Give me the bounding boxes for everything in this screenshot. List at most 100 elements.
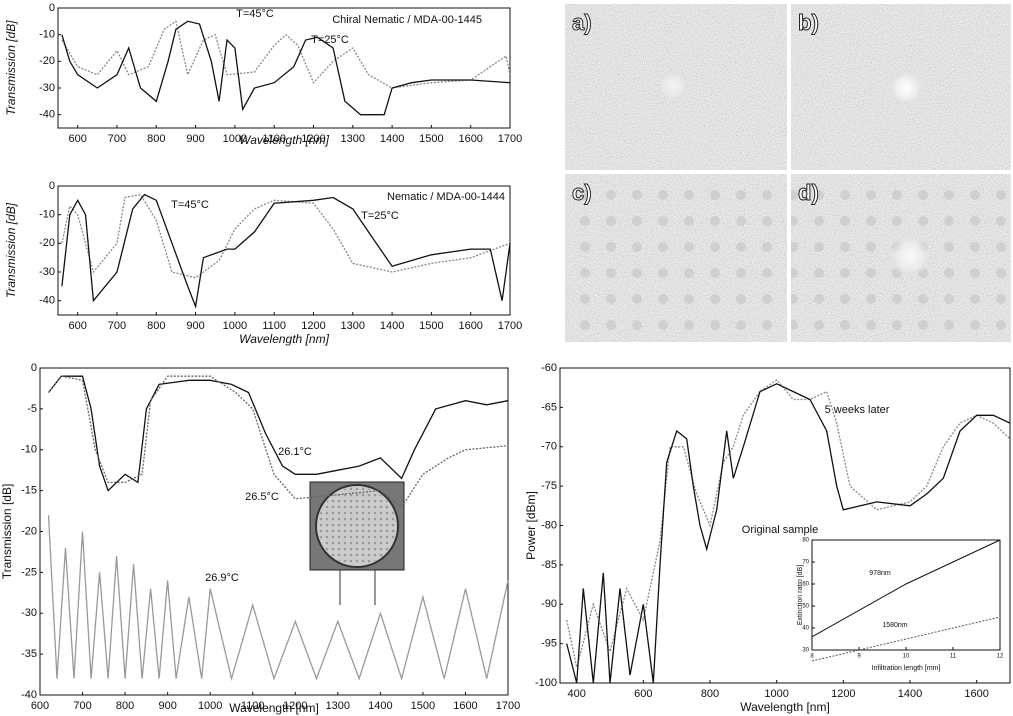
y-tick-label: -40 <box>39 295 55 307</box>
series-line <box>47 375 509 508</box>
x-tick-label: 1200 <box>301 133 325 145</box>
x-tick-label: 1500 <box>411 700 435 712</box>
x-tick-label: 1300 <box>341 320 365 332</box>
y-tick-label: -90 <box>541 598 557 610</box>
panel-label: b) <box>798 10 819 35</box>
x-tick-label: 1000 <box>223 320 247 332</box>
x-axis-label: Wavelength [nm] <box>239 133 329 147</box>
x-tick-label: 1000 <box>764 688 788 700</box>
series-label: 978nm <box>869 570 891 577</box>
series-label: T=45°C <box>236 8 274 20</box>
y-tick-label: 0 <box>49 180 55 192</box>
y-tick-label: 50 <box>802 604 809 610</box>
x-tick-label: 1400 <box>380 133 404 145</box>
x-tick-label: 1500 <box>419 320 443 332</box>
y-tick-label: -60 <box>541 362 557 374</box>
y-tick-label: -10 <box>39 209 55 221</box>
y-axis-label: Transmission [dB] <box>4 20 18 116</box>
x-tick-label: 1700 <box>498 320 522 332</box>
light-spot <box>888 234 932 278</box>
y-tick-label: 0 <box>31 362 37 374</box>
y-tick-label: -70 <box>541 441 557 453</box>
x-tick-label: 10 <box>903 654 910 660</box>
y-tick-label: -85 <box>541 559 557 571</box>
x-tick-label: 1400 <box>368 700 392 712</box>
series-line <box>566 378 1011 668</box>
series-line <box>47 515 509 682</box>
x-tick-label: 1200 <box>301 320 325 332</box>
x-tick-label: 800 <box>116 700 134 712</box>
x-tick-label: 1600 <box>458 320 482 332</box>
series-label: T=25°C <box>361 210 399 222</box>
x-axis-label: Infiltration length [mm] <box>872 665 941 672</box>
series-line <box>811 616 1001 662</box>
x-tick-label: 1600 <box>458 133 482 145</box>
x-tick-label: 1000 <box>198 700 222 712</box>
light-spot <box>657 70 689 102</box>
y-tick-label: -100 <box>535 677 557 689</box>
hole-lattice <box>565 174 787 342</box>
plot-frame <box>57 185 511 316</box>
x-tick-label: 9 <box>857 654 861 660</box>
x-tick-label: 1500 <box>419 133 443 145</box>
fiber-inset <box>309 481 405 605</box>
x-tick-label: 1100 <box>262 133 286 145</box>
x-tick-label: 600 <box>68 320 86 332</box>
x-tick-label: 400 <box>567 688 585 700</box>
series-line <box>566 383 1011 684</box>
x-axis-label: Wavelength [nm] <box>229 701 319 715</box>
x-tick-label: 1000 <box>223 133 247 145</box>
series-label: Original sample <box>742 524 818 536</box>
y-tick-label: -5 <box>27 403 37 415</box>
y-tick-label: -20 <box>21 525 37 537</box>
y-tick-label: -25 <box>21 566 37 578</box>
y-axis-label: Transmission [dB] <box>0 484 14 580</box>
x-tick-label: 900 <box>186 320 204 332</box>
x-axis-label: Wavelength [nm] <box>239 332 329 346</box>
x-tick-label: 800 <box>147 320 165 332</box>
y-tick-label: 80 <box>802 538 809 544</box>
panel-label: a) <box>572 10 592 35</box>
x-tick-label: 1700 <box>498 133 522 145</box>
series-label: T=25°C <box>311 34 349 46</box>
y-tick-label: -80 <box>541 519 557 531</box>
x-tick-label: 1600 <box>964 688 988 700</box>
y-tick-label: 70 <box>802 560 809 566</box>
y-tick-label: -40 <box>39 109 55 121</box>
series-label: 26.1°C <box>278 446 312 458</box>
y-tick-label: -30 <box>39 82 55 94</box>
y-tick-label: -30 <box>39 266 55 278</box>
y-tick-label: -65 <box>541 401 557 413</box>
x-tick-label: 1400 <box>380 320 404 332</box>
y-tick-label: -75 <box>541 480 557 492</box>
y-tick-label: -20 <box>39 55 55 67</box>
series-line <box>61 193 511 309</box>
series-line <box>61 193 511 279</box>
x-tick-label: 1100 <box>241 700 265 712</box>
x-tick-label: 700 <box>108 133 126 145</box>
x-tick-label: 700 <box>108 320 126 332</box>
y-axis-label: Transmission [dB] <box>4 202 18 298</box>
y-tick-label: -20 <box>39 237 55 249</box>
plot-frame <box>57 7 511 129</box>
x-tick-label: 1200 <box>831 688 855 700</box>
x-tick-label: 800 <box>147 133 165 145</box>
x-tick-label: 1600 <box>453 700 477 712</box>
x-tick-label: 11 <box>950 654 957 660</box>
x-tick-label: 8 <box>810 654 814 660</box>
x-tick-label: 900 <box>186 133 204 145</box>
x-tick-label: 600 <box>68 133 86 145</box>
y-tick-label: -40 <box>21 689 37 701</box>
y-tick-label: -15 <box>21 485 37 497</box>
annotation: Nematic / MDA-00-1444 <box>387 191 505 203</box>
micrographs: a) b) c) d) <box>565 4 1011 342</box>
y-tick-label: 0 <box>49 2 55 14</box>
x-tick-label: 1100 <box>262 320 286 332</box>
x-tick-label: 600 <box>634 688 652 700</box>
y-tick-label: -35 <box>21 648 37 660</box>
series-label: 26.5°C <box>245 491 279 503</box>
series-line <box>61 20 511 89</box>
y-tick-label: 40 <box>802 626 809 632</box>
x-tick-label: 1700 <box>496 700 520 712</box>
